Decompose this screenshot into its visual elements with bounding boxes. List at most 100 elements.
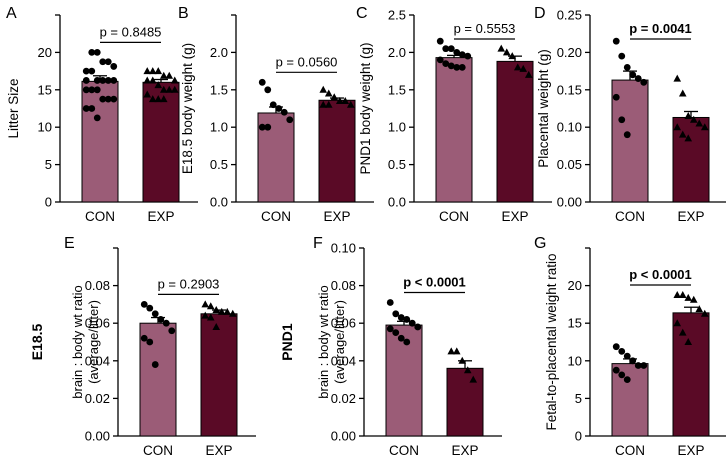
panel-f-point-exp bbox=[452, 347, 461, 355]
panel-d-point-con bbox=[629, 71, 637, 79]
panel-a-point-con bbox=[110, 95, 118, 103]
panel-d-x-tick-label-con: CON bbox=[615, 209, 645, 224]
panel-e-point-con bbox=[162, 319, 170, 327]
panel-g-point-exp bbox=[678, 328, 687, 336]
panel-b-point-con bbox=[275, 105, 283, 112]
panel-c-point-exp bbox=[524, 70, 533, 78]
panel-c-point-con bbox=[447, 62, 455, 70]
panel-d-point-con bbox=[618, 116, 626, 124]
panel-g-point-exp bbox=[689, 295, 698, 303]
panel-g-point-exp bbox=[673, 319, 682, 327]
panel-f-pvalue: p < 0.0001 bbox=[403, 275, 466, 290]
panel-c-point-con bbox=[442, 60, 450, 68]
panel-c-y-tick-label: 0.0 bbox=[388, 195, 406, 210]
panel-a-point-con bbox=[88, 86, 96, 94]
panel-b-point-exp bbox=[346, 100, 355, 108]
panel-c-point-con bbox=[458, 63, 466, 71]
panel-d-pvalue: p = 0.0041 bbox=[629, 21, 692, 36]
panel-c-y-tick-label: 2.5 bbox=[388, 8, 406, 23]
panel-b-point-exp bbox=[319, 85, 328, 93]
panel-g-y-tick-label: 15 bbox=[568, 316, 582, 331]
panel-a-point-exp bbox=[165, 85, 174, 93]
panel-f-point-con bbox=[397, 334, 405, 342]
panel-d-point-exp bbox=[673, 123, 682, 131]
panel-g-ylabel: Fetal-to-placental weight ratio bbox=[544, 253, 559, 430]
panel-g-point-exp bbox=[684, 293, 693, 301]
panel-a-pvalue: p = 0.8485 bbox=[100, 24, 162, 39]
panel-f-y-tick-label: 0.02 bbox=[331, 391, 356, 406]
panel-b-y-tick-label: 2.0 bbox=[210, 45, 228, 60]
panel-d-point-con bbox=[612, 93, 620, 101]
panel-g-x-tick-label-exp: EXP bbox=[677, 443, 704, 458]
panel-f-letter: F bbox=[313, 235, 323, 252]
panel-f-x-tick-label-exp: EXP bbox=[451, 443, 478, 458]
panel-g-pvalue: p < 0.0001 bbox=[629, 267, 692, 282]
panel-a-point-exp bbox=[148, 76, 157, 84]
panel-a-point-exp bbox=[170, 85, 179, 93]
panel-a-point-con bbox=[88, 105, 96, 112]
panel-e-bar-exp bbox=[200, 313, 238, 437]
panel-d-y-tick-label: 0.25 bbox=[557, 8, 582, 23]
panel-a-point-con bbox=[99, 77, 107, 84]
panel-a-y-tick-label: 10 bbox=[38, 120, 52, 135]
panel-f-x-tick-label-con: CON bbox=[389, 443, 419, 458]
panel-a-point-exp bbox=[148, 67, 157, 75]
panel-e-point-con bbox=[140, 301, 148, 308]
panel-f-group-label: PND1 bbox=[279, 323, 295, 361]
panel-c-point-con bbox=[453, 63, 461, 71]
panel-d-point-con bbox=[634, 75, 642, 82]
panel-g-point-con bbox=[634, 362, 642, 369]
panel-c-ylabel: PND1 body weight (g) bbox=[358, 42, 373, 174]
panel-a-point-con bbox=[110, 63, 118, 70]
panel-g-point-con bbox=[612, 343, 620, 351]
panel-e-point-con bbox=[157, 316, 165, 323]
panel-b-point-exp bbox=[319, 100, 328, 108]
panel-e-point-con bbox=[168, 327, 176, 335]
panel-f-point-exp bbox=[463, 366, 472, 374]
panel-a-y-tick-label: 5 bbox=[45, 157, 52, 172]
panel-e-x-tick-label-exp: EXP bbox=[205, 443, 232, 458]
panel-e-point-exp bbox=[228, 309, 237, 317]
panel-f-point-con bbox=[414, 323, 422, 331]
panel-a-point-exp bbox=[154, 81, 163, 89]
panel-f-point-con bbox=[386, 299, 394, 306]
panel-c-y-tick-label: 1.5 bbox=[388, 82, 406, 97]
panel-e-point-con bbox=[140, 334, 148, 342]
panel-e-x-tick-label-con: CON bbox=[143, 443, 173, 458]
panel-d-point-exp bbox=[684, 134, 693, 142]
panel-a-point-exp bbox=[143, 76, 152, 84]
panel-g-y-tick-label: 5 bbox=[575, 391, 582, 406]
panel-b-y-tick-label: 0.5 bbox=[210, 157, 228, 172]
panel-g-letter: G bbox=[534, 235, 546, 252]
panel-e-pvalue: p = 0.2903 bbox=[158, 276, 220, 291]
panel-a-point-exp bbox=[165, 71, 174, 79]
panel-g-point-exp bbox=[695, 305, 704, 313]
panel-e-point-con bbox=[151, 361, 159, 368]
panel-f-point-con bbox=[403, 316, 411, 323]
panel-a-point-exp bbox=[154, 95, 163, 103]
panel-g-point-con bbox=[640, 362, 648, 369]
panel-a-point-con bbox=[93, 49, 101, 56]
panel-g-bar-exp bbox=[672, 312, 710, 437]
panel-f-ylabel: brain : body wt ratio bbox=[316, 285, 331, 398]
panel-f-point-exp bbox=[469, 375, 478, 383]
panel-e-y-tick-label: 0.04 bbox=[85, 353, 110, 368]
panel-g-y-tick-label: 10 bbox=[568, 353, 582, 368]
panel-e-y-tick-label: 0.00 bbox=[85, 429, 110, 444]
panel-d-y-tick-label: 0.10 bbox=[557, 120, 582, 135]
panel-c-point-con bbox=[458, 51, 466, 59]
panel-e-point-exp bbox=[212, 322, 221, 330]
panel-f-y-tick-label: 0.08 bbox=[331, 278, 356, 293]
panel-c-point-con bbox=[464, 52, 472, 60]
panel-e-point-exp bbox=[223, 307, 232, 315]
panel-b-ylabel: E18.5 body weight (g) bbox=[180, 43, 195, 174]
panel-b-bar-exp bbox=[318, 99, 356, 203]
panel-a-x-tick-label-exp: EXP bbox=[147, 209, 174, 224]
panel-c-point-con bbox=[436, 37, 444, 45]
panel-b-x-tick-label-exp: EXP bbox=[323, 209, 350, 224]
panel-a-point-con bbox=[110, 77, 118, 84]
panel-b-point-exp bbox=[324, 100, 333, 108]
panel-a-point-exp bbox=[170, 76, 179, 84]
panel-e-point-exp bbox=[217, 307, 226, 315]
panel-a-point-con bbox=[104, 95, 112, 103]
